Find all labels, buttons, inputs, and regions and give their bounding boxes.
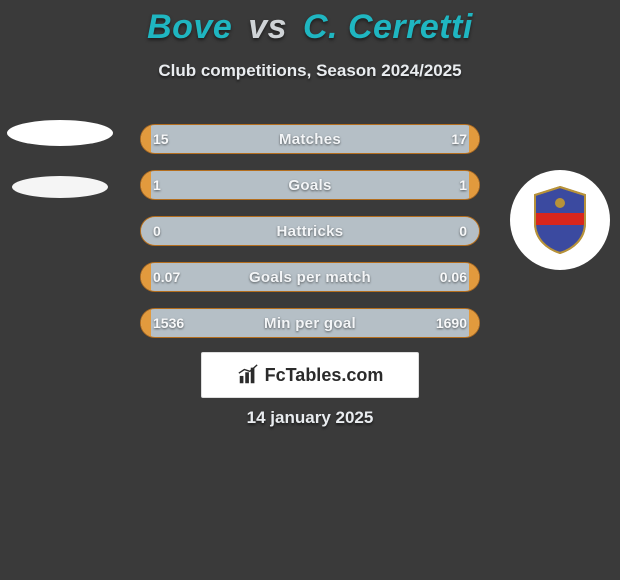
page-title: Bove vs C. Cerretti	[0, 0, 620, 47]
player2-name: C. Cerretti	[303, 8, 473, 46]
date-text: 14 january 2025	[0, 408, 620, 428]
stat-label: Hattricks	[141, 223, 479, 240]
stat-row: 1517Matches	[140, 124, 480, 154]
avatar-placeholder-icon	[7, 120, 113, 146]
stat-row: 0.070.06Goals per match	[140, 262, 480, 292]
player1-name: Bove	[147, 8, 232, 46]
brand-badge: FcTables.com	[201, 352, 419, 398]
avatar-placeholder-icon	[12, 176, 108, 198]
brand-text: FcTables.com	[265, 365, 384, 386]
stat-label: Goals	[141, 177, 479, 194]
stat-label: Matches	[141, 131, 479, 148]
player1-avatar	[10, 110, 110, 210]
club-crest-icon	[531, 185, 589, 255]
content-root: Bove vs C. Cerretti Club competitions, S…	[0, 0, 620, 580]
bar-chart-icon	[237, 364, 259, 386]
player2-avatar	[510, 170, 610, 270]
stat-row: 00Hattricks	[140, 216, 480, 246]
stat-row: 11Goals	[140, 170, 480, 200]
subtitle: Club competitions, Season 2024/2025	[0, 61, 620, 81]
stats-rows: 1517Matches 11Goals 00Hattricks 0.070.06Goa…	[140, 124, 480, 354]
vs-text: vs	[248, 8, 287, 46]
stat-label: Min per goal	[141, 315, 479, 332]
stat-label: Goals per match	[141, 269, 479, 286]
stat-row: 15361690Min per goal	[140, 308, 480, 338]
